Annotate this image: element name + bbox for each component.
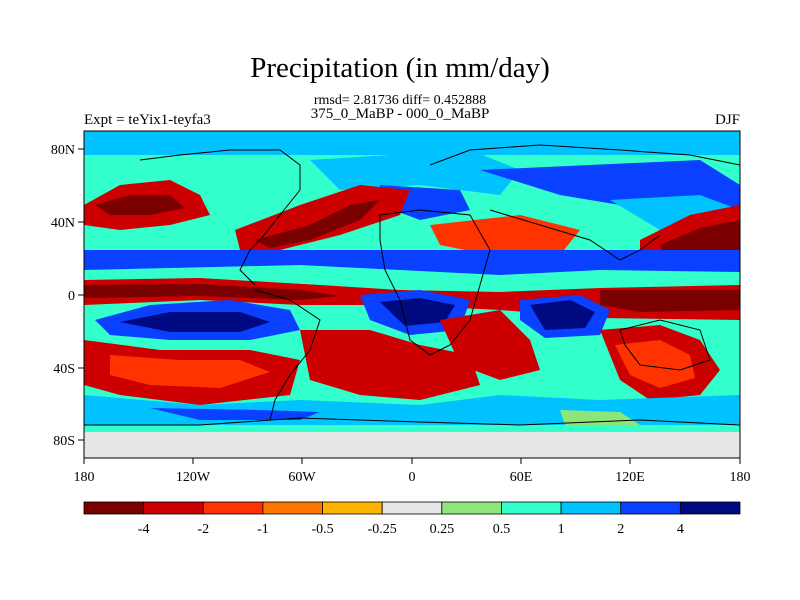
colorbar-swatch [143,501,204,515]
x-tick-label: 120E [615,470,645,485]
coast-antarctica [84,417,740,426]
colorbar-labels: -4 -2 -1 -0.5 -0.25 0.25 0.5 1 2 4 [138,522,684,537]
colorbar-swatch [679,501,741,515]
colorbar-label: 4 [677,522,684,537]
satlantic-navy [380,298,455,326]
x-tick-label: 120W [176,470,211,485]
coast-south-america [254,289,321,421]
coast-asia-south [489,209,661,261]
colorbar [83,501,741,515]
y-tick-label: 40N [51,216,75,231]
colorbar-swatch [83,501,145,515]
x-tick-label: 60W [288,470,316,485]
season-label: DJF [714,112,740,128]
colorbar-swatch [262,501,323,515]
southern-orange-east [615,340,695,388]
colorbar-label: -0.25 [368,522,397,537]
coast-australia [619,319,711,371]
nafrica-red-field [430,215,580,255]
y-tick-labels: 80N 40N 0 40S 80S [51,143,75,449]
precipitation-field [84,131,740,458]
x-tick-label: 60E [510,470,533,485]
axis-ticks [78,148,741,464]
y-tick-label: 80S [53,434,75,449]
comparison-label: 375_0_MaBP - 000_0_MaBP [310,106,490,122]
antarctic-edge [84,425,740,432]
colorbar-swatch [381,501,443,515]
equatorial-core-east [600,290,740,312]
coast-north-america [139,149,301,286]
x-tick-label: 0 [409,470,416,485]
experiment-label: Expt = teYix1-teyfa3 [84,112,211,128]
southern-ocean-dark [150,408,320,420]
y-tick-label: 40S [53,362,75,377]
map-title: Precipitation (in mm/day) [250,52,550,84]
colorbar-label: 1 [558,522,565,537]
southern-orange-west [110,355,270,388]
npacific-core-east [660,220,740,258]
southern-red-indian [440,310,540,380]
colorbar-swatch [620,501,681,515]
colorbar-swatch [202,501,264,515]
colorbar-label: 2 [617,522,624,537]
colorbar-label: -0.5 [311,522,333,537]
colorbar-label: 0.25 [430,522,455,537]
natlantic-core [255,200,380,248]
coast-eurasia-north [429,144,740,166]
y-tick-label: 0 [68,289,75,304]
rmsd-subtitle: rmsd= 2.81736 diff= 0.452888 [313,93,487,108]
coastlines [84,144,740,426]
indian-navy [530,300,595,330]
colorbar-swatch [441,501,502,515]
southern-red-central [300,330,480,400]
y-tick-label: 80N [51,143,75,158]
colorbar-swatch [560,501,622,515]
coast-africa [379,209,491,356]
colorbar-label: -1 [257,522,269,537]
npacific-core-west [95,195,185,215]
x-tick-label: 180 [74,470,95,485]
x-tick-labels: 180 120W 60W 0 60E 120E 180 [74,470,751,485]
colorbar-label: -4 [138,522,150,537]
colorbar-swatch [501,501,562,515]
colorbar-label: 0.5 [493,522,511,537]
europe-blue-field [310,150,520,195]
antarctic-neutral-band [84,428,740,458]
x-tick-label: 180 [730,470,751,485]
colorbar-label: -2 [197,522,209,537]
colorbar-swatch [322,501,383,515]
spacific-navy [120,312,270,332]
